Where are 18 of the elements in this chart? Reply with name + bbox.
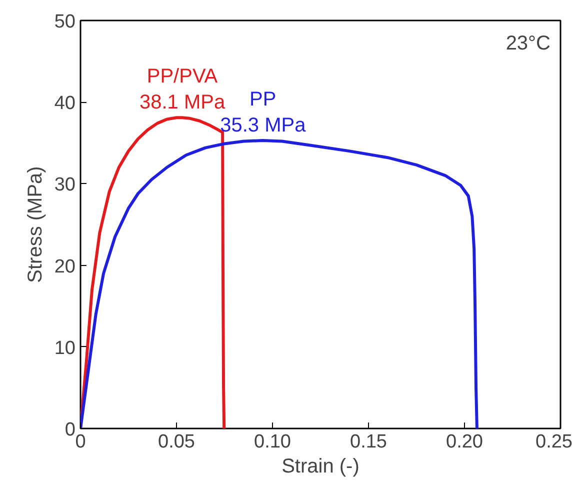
x-tick-label: 0.10 bbox=[254, 432, 291, 452]
series-label: PP/PVA bbox=[146, 66, 218, 88]
x-axis-title: Strain (-) bbox=[282, 456, 360, 478]
y-tick-label: 30 bbox=[54, 174, 76, 196]
annotation: 35.3 MPa bbox=[220, 114, 307, 136]
x-tick-label: 0.25 bbox=[536, 432, 572, 452]
annotation: 38.1 MPa bbox=[139, 92, 226, 114]
line-series bbox=[80, 138, 478, 428]
annotation: 23°C bbox=[506, 32, 550, 54]
series-label: PP bbox=[250, 88, 276, 110]
y-tick-label: 10 bbox=[54, 338, 76, 359]
x-tick-label: 0.15 bbox=[350, 432, 387, 452]
x-tick-label: 0.20 bbox=[446, 432, 483, 452]
y-tick-label: 20 bbox=[54, 256, 76, 278]
y-axis-title: Stress (MPa) bbox=[24, 166, 46, 283]
y-tick-label: 40 bbox=[54, 93, 76, 114]
y-tick-label: 50 bbox=[54, 12, 76, 32]
x-tick-label: 0.05 bbox=[158, 432, 195, 452]
